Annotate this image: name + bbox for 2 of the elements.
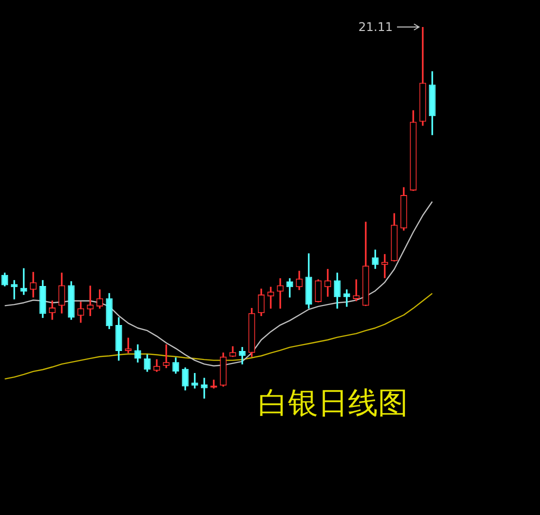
annotation: 21.11: [358, 20, 393, 34]
annotation: 白银日线图: [258, 386, 408, 421]
